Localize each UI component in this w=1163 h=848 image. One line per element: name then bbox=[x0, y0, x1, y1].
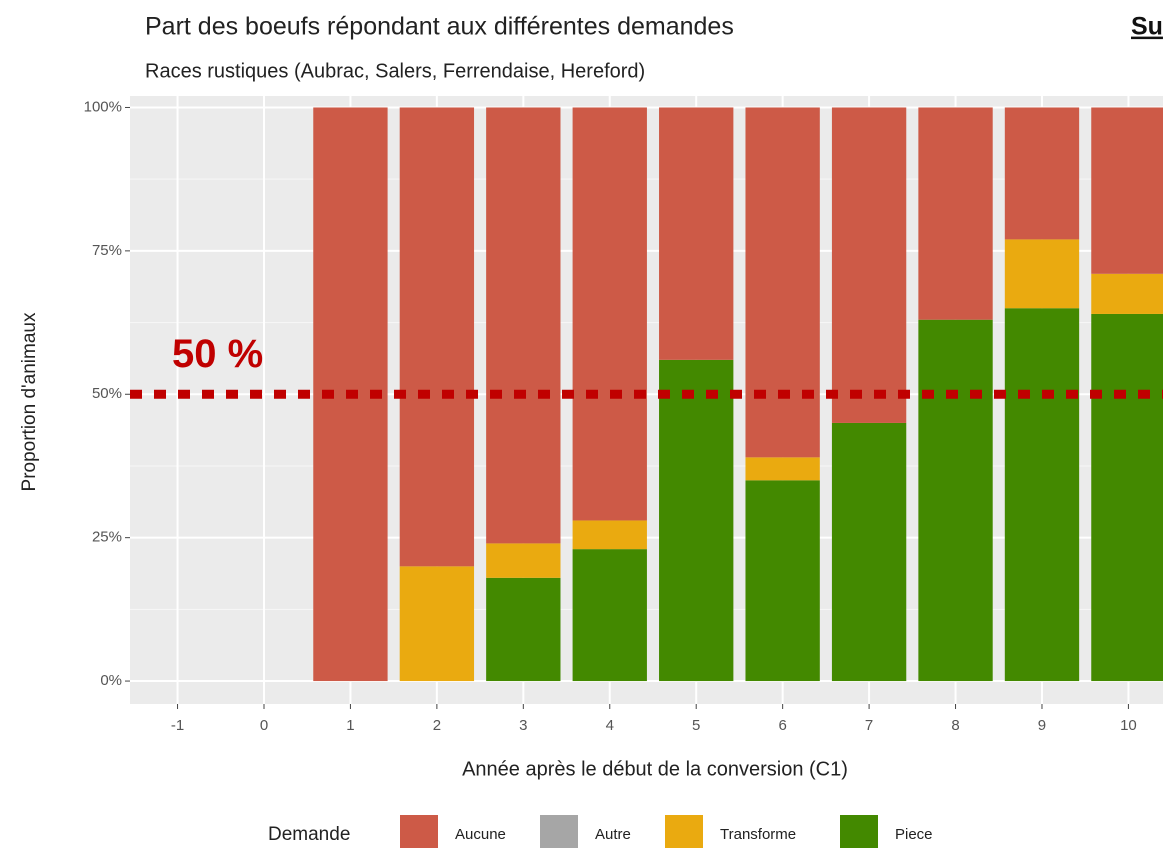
bar-segment bbox=[659, 107, 734, 360]
y-tick-label: 0% bbox=[100, 672, 122, 689]
corner-text: Su bbox=[1131, 13, 1163, 41]
y-tick-label: 100% bbox=[84, 98, 122, 115]
x-tick-label: 4 bbox=[606, 717, 614, 734]
bar-segment bbox=[1004, 308, 1080, 682]
bar-segment bbox=[1091, 107, 1163, 274]
x-tick-label: 10 bbox=[1120, 717, 1137, 734]
legend-label: Autre bbox=[595, 826, 631, 843]
x-tick-label: 3 bbox=[519, 717, 527, 734]
bar-segment bbox=[572, 520, 647, 550]
bar-segment bbox=[399, 107, 475, 567]
bar-segment bbox=[486, 577, 561, 682]
bar-segment bbox=[399, 566, 475, 682]
y-tick-label: 75% bbox=[92, 242, 122, 259]
y-axis-title: Proportion d'animaux bbox=[19, 312, 40, 491]
x-tick-label: 5 bbox=[692, 717, 700, 734]
bar-segment bbox=[1091, 273, 1163, 314]
bar-segment bbox=[745, 480, 820, 682]
bar-segment bbox=[572, 549, 647, 682]
x-axis-title: Année après le début de la conversion (C… bbox=[462, 758, 848, 780]
legend-swatch bbox=[665, 815, 703, 848]
reference-label: 50 % bbox=[172, 332, 263, 376]
bar-segment bbox=[659, 359, 734, 682]
x-tick-label: 6 bbox=[778, 717, 786, 734]
y-tick-label: 50% bbox=[92, 385, 122, 402]
bar-segment bbox=[1004, 239, 1080, 309]
legend-label: Aucune bbox=[455, 826, 506, 843]
x-tick-label: -1 bbox=[171, 717, 184, 734]
x-tick-label: 8 bbox=[951, 717, 959, 734]
bar-segment bbox=[486, 543, 561, 578]
chart-subtitle: Races rustiques (Aubrac, Salers, Ferrend… bbox=[145, 60, 645, 82]
bar-segment bbox=[831, 107, 907, 423]
x-tick-label: 7 bbox=[865, 717, 873, 734]
legend-swatch bbox=[400, 815, 438, 848]
legend-swatch bbox=[540, 815, 578, 848]
bar-segment bbox=[918, 107, 993, 320]
bar-segment bbox=[745, 107, 820, 458]
bar-segment bbox=[572, 107, 647, 521]
bar-segment bbox=[1091, 313, 1163, 682]
bar-segment bbox=[486, 107, 561, 544]
x-tick-label: 0 bbox=[260, 717, 268, 734]
bar-segment bbox=[918, 319, 993, 682]
x-tick-label: 9 bbox=[1038, 717, 1046, 734]
y-tick-label: 25% bbox=[92, 529, 122, 546]
legend-label: Piece bbox=[895, 826, 933, 843]
bar-segment bbox=[1004, 107, 1080, 240]
legend-swatch bbox=[840, 815, 878, 848]
legend-label: Transforme bbox=[720, 826, 796, 843]
chart-title: Part des boeufs répondant aux différente… bbox=[145, 13, 734, 41]
x-tick-label: 2 bbox=[433, 717, 441, 734]
bar-segment bbox=[831, 422, 907, 682]
legend-title: Demande bbox=[268, 824, 350, 845]
x-tick-label: 1 bbox=[346, 717, 354, 734]
bar-segment bbox=[745, 457, 820, 481]
